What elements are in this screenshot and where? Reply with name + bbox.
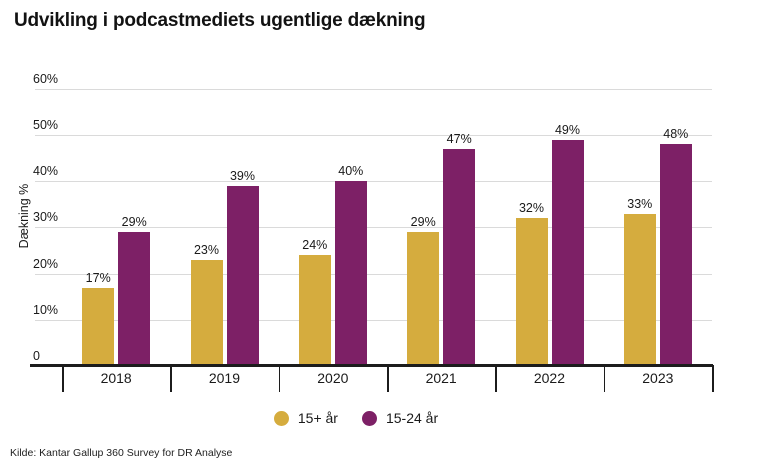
gridline-40 [35, 181, 712, 183]
source-note: Kilde: Kantar Gallup 360 Survey for DR A… [10, 447, 233, 459]
bar-2018-series-1 [118, 232, 151, 366]
x-axis-tick [712, 365, 714, 392]
bar-2020-series-1 [334, 181, 367, 366]
x-tick-label-2019: 2019 [208, 370, 241, 386]
bar-value-label: 23% [193, 242, 220, 257]
legend-label: 15+ år [297, 410, 338, 426]
legend: 15+ år 15-24 år [0, 406, 712, 430]
bar-2023-series-1 [659, 144, 692, 366]
x-tick-label-2023: 2023 [642, 370, 674, 386]
legend-swatch-icon [273, 410, 289, 426]
bar-value-label: 29% [410, 215, 436, 229]
bar-2021-series-0 [407, 232, 440, 366]
x-axis-tick [170, 365, 172, 392]
bar-2023-series-0 [623, 213, 656, 366]
gridline-30 [35, 227, 712, 229]
bar-value-label: 32% [518, 201, 545, 216]
bar-value-label: 24% [302, 238, 328, 253]
bar-2019-series-0 [190, 259, 223, 366]
legend-item-1: 15-24 år [361, 410, 439, 426]
bar-value-label: 40% [338, 164, 364, 179]
x-axis-line [30, 364, 713, 367]
x-axis-tick [387, 365, 389, 392]
bar-2022-series-1 [551, 139, 584, 366]
x-tick-label-2021: 2021 [425, 370, 457, 386]
bar-value-label: 39% [229, 168, 256, 183]
bar-value-label: 29% [121, 215, 147, 229]
x-axis-tick [495, 365, 497, 392]
bar-2018-series-0 [82, 287, 115, 366]
legend-item-0: 15+ år [273, 410, 338, 426]
gridline-20 [35, 273, 712, 275]
bar-value-label: 47% [446, 131, 472, 146]
x-axis-tick [62, 365, 64, 392]
bar-value-label: 17% [85, 270, 111, 285]
y-tick-label-50: 50% [33, 118, 59, 132]
y-tick-label-60: 60% [33, 71, 59, 86]
x-tick-label-2022: 2022 [533, 370, 566, 386]
y-tick-label-40: 40% [33, 164, 59, 179]
legend-label: 15-24 år [385, 410, 439, 426]
bar-value-label: 49% [554, 122, 581, 137]
bar-value-label: 48% [663, 127, 689, 142]
bar-2021-series-1 [443, 148, 476, 366]
gridline-10 [35, 319, 712, 321]
y-tick-label-30: 30% [33, 210, 59, 225]
bar-value-label: 33% [627, 196, 653, 211]
bar-2020-series-0 [298, 255, 331, 366]
x-tick-label-2018: 2018 [100, 370, 132, 386]
bar-2022-series-0 [515, 218, 548, 366]
x-axis-tick [603, 365, 606, 392]
x-tick-label-2020: 2020 [317, 370, 349, 386]
chart-title: Udvikling i podcastmediets ugentlige dæk… [14, 10, 426, 31]
y-tick-label-0: 0 [33, 349, 40, 363]
y-tick-label-10: 10% [33, 302, 59, 317]
gridline-50 [35, 135, 712, 136]
bar-2019-series-1 [226, 185, 259, 366]
gridline-60 [35, 88, 712, 90]
x-axis-tick [278, 365, 281, 392]
legend-swatch-icon [361, 410, 377, 426]
y-tick-label-20: 20% [33, 256, 59, 271]
